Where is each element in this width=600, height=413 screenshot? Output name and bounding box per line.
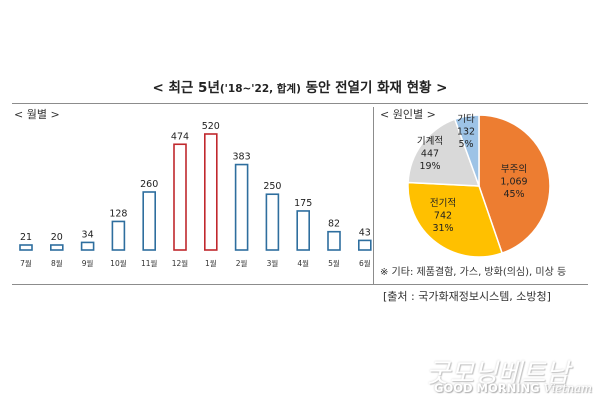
pie-slice-4: [453, 114, 480, 187]
chart-title: < 최근 5년('18~'22, 합계) 동안 전열기 화재 현황 >: [0, 76, 600, 96]
watermark-english-bold: GOOD MORNING: [434, 381, 540, 395]
month-tick-label: 1월: [205, 258, 217, 268]
title-prefix: < 최근 5년: [152, 80, 220, 96]
slice-count: 447: [421, 149, 439, 160]
watermark-korean: 굿모닝베트남: [426, 359, 570, 389]
bar-10: [296, 210, 311, 251]
bar-8: [234, 163, 249, 251]
pie-slice-1: [478, 114, 551, 255]
bar-value-label: 34: [82, 229, 94, 240]
month-tick-label: 11월: [141, 258, 158, 268]
slice-count: 132: [457, 127, 475, 138]
bar-value-label: 520: [202, 121, 220, 132]
bar-value-label: 474: [171, 131, 189, 142]
month-tick-label: 12월: [172, 258, 189, 268]
bar-value-label: 260: [140, 179, 158, 190]
pie-slice-3: [407, 118, 481, 187]
slice-label: 기계적: [417, 135, 443, 147]
month-tick-label: 2월: [236, 258, 248, 268]
slice-percent: 19%: [419, 161, 440, 172]
top-divider: [12, 103, 588, 104]
bar-4: [111, 220, 126, 251]
month-tick-label: 7월: [20, 258, 32, 268]
bar-7: [204, 133, 218, 251]
watermark-english: GOOD MORNING Vietnam: [434, 381, 592, 395]
bar-value-label: 383: [233, 152, 251, 163]
slice-label: 전기적: [430, 197, 456, 209]
bar-value-label: 82: [328, 219, 340, 230]
month-tick-label: 6월: [359, 258, 371, 268]
bar-2: [49, 244, 64, 251]
watermark-logo: 굿모닝베트남 GOOD MORNING Vietnam: [420, 353, 592, 403]
slice-label: 부주의: [501, 164, 527, 175]
slice-percent: 5%: [458, 139, 473, 150]
bar-3: [80, 241, 95, 251]
slice-percent: 31%: [432, 223, 453, 234]
month-tick-label: 5월: [328, 258, 340, 268]
pie-slice-2: [407, 181, 504, 258]
bar-12: [357, 239, 372, 251]
slice-percent: 45%: [503, 189, 524, 200]
bar-1: [19, 244, 33, 251]
bar-value-label: 20: [51, 232, 63, 243]
month-tick-label: 9월: [82, 258, 94, 268]
cause-panel-label: < 원인별 >: [380, 108, 436, 121]
monthly-panel-label: < 월별 >: [14, 108, 60, 121]
panel-divider: [373, 107, 374, 285]
bar-value-label: 43: [359, 227, 371, 238]
bar-6: [173, 143, 187, 251]
bar-9: [265, 193, 280, 251]
month-tick-label: 8월: [51, 258, 63, 268]
watermark-english-script: Vietnam: [543, 381, 592, 395]
bar-value-label: 128: [109, 208, 127, 219]
bottom-divider: [12, 284, 588, 285]
bar-5: [142, 191, 156, 251]
slice-count: 1,069: [500, 177, 527, 188]
cause-note: ※ 기타: 제품결함, 가스, 방화(의심), 미상 등: [380, 267, 567, 278]
title-range: ('18~'22, 합계): [219, 83, 301, 95]
bar-value-label: 175: [294, 198, 312, 209]
month-tick-label: 4월: [297, 258, 309, 268]
bar-value-label: 21: [20, 232, 32, 243]
monthly-bar-chart: 21 7월 20 8월 34 9월 128 10월 260 11월 474 12월 520 1월 383 2월…: [19, 121, 372, 268]
bar-11: [327, 230, 341, 251]
bar-value-label: 250: [263, 181, 281, 192]
slice-label: 기타: [457, 114, 475, 125]
title-suffix: 동안 전열기 화재 현황 >: [300, 80, 448, 96]
month-tick-label: 3월: [267, 258, 279, 268]
slice-count: 742: [434, 211, 452, 222]
source-text: [출처 : 국가화재정보시스템, 소방청]: [383, 290, 551, 303]
month-tick-label: 10월: [110, 258, 127, 268]
